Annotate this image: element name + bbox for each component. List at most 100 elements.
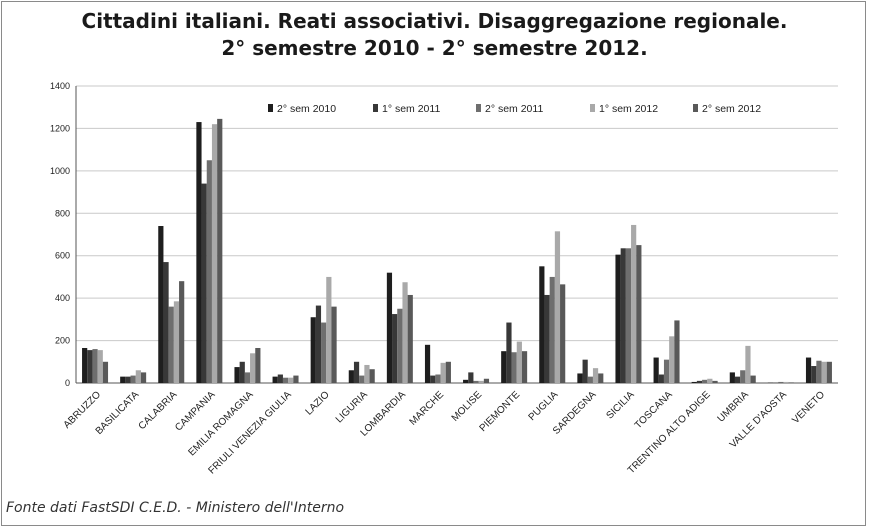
bar [516,341,522,383]
bar [750,375,756,383]
bar [577,373,583,383]
legend-label: 2° sem 2011 [485,103,543,115]
bar [369,369,375,383]
bar [250,353,256,383]
bar [598,373,604,383]
x-tick-label: PIEMONTE [478,389,523,434]
bar [506,322,512,383]
bar [501,351,507,383]
chart-title-line-1: Cittadini italiani. Reati associativi. D… [81,9,788,33]
bar [707,378,713,383]
bar [288,377,294,383]
bar [82,347,88,383]
legend-swatch [373,104,378,112]
bar [592,368,599,383]
bar [407,294,413,383]
bar [478,380,484,383]
bar [424,344,431,383]
x-tick-label: LIGURIA [334,389,370,425]
bar [582,359,588,383]
bar [468,372,474,383]
y-tick-label: 600 [55,251,70,261]
legend-label: 2° sem 2010 [277,103,336,115]
bar [805,357,812,383]
bar [631,224,637,383]
bar [473,380,479,383]
y-tick-label: 1400 [50,81,70,91]
bar [712,380,718,383]
legend-label: 1° sem 2012 [599,103,658,115]
x-tick-label: VENETO [790,389,827,426]
legend-swatch [268,104,273,112]
legend-swatch [693,104,698,112]
bar [702,379,708,383]
bar [445,361,451,383]
bar [321,322,327,383]
bar [282,377,289,383]
x-tick-label: SICILIA [604,389,636,421]
bar [120,376,126,383]
x-tick-label: MOLISE [450,389,485,424]
bar [521,351,528,383]
bar [625,248,632,383]
bar [125,376,131,383]
y-tick-label: 400 [55,293,70,303]
bar [826,361,832,383]
bar [539,266,545,383]
bar [87,350,93,383]
bar [163,262,169,383]
bar [386,272,393,383]
bar [293,375,299,383]
bar [97,350,103,383]
source-note: Fonte dati FastSDI C.E.D. - Ministero de… [6,500,345,516]
bar [729,372,735,383]
bar [463,379,469,383]
y-tick-label: 800 [55,208,70,218]
bar [778,381,784,383]
bar [234,367,240,383]
bar [691,381,697,383]
bar [158,226,164,383]
bar [102,361,109,383]
bar [135,370,141,383]
bar [201,183,207,383]
bar [310,317,316,383]
legend-label: 2° sem 2012 [702,103,761,115]
bar [168,306,174,383]
bar [140,372,147,383]
legend-swatch [476,104,481,112]
bar [549,276,555,383]
bar [788,382,794,383]
bar [620,248,626,383]
bar [402,282,408,383]
bar [435,374,441,383]
bar [696,380,703,383]
y-tick-label: 0 [65,378,70,388]
x-tick-label: MARCHE [408,389,447,428]
bar [554,231,561,383]
bar [440,362,446,383]
y-tick-label: 1200 [50,123,70,133]
bar [658,374,664,383]
bar [392,314,398,383]
bar [430,375,436,383]
legend-swatch [590,104,595,112]
bar [196,122,202,384]
bar [239,361,245,383]
bar [740,370,746,383]
x-tick-label: EMILIA ROMAGNA [186,389,255,458]
bar [326,276,332,383]
bar [206,160,212,383]
bar [272,376,278,383]
bar [315,305,322,383]
bar [244,372,251,383]
bar [173,301,180,383]
x-tick-label: PUGLIA [527,389,561,423]
bar [783,381,789,383]
chart-title-line-2: 2° semestre 2010 - 2° semestre 2012. [221,36,648,60]
y-tick-label: 1000 [50,166,70,176]
bar [92,349,98,383]
bar [560,284,566,383]
bar [745,345,751,383]
